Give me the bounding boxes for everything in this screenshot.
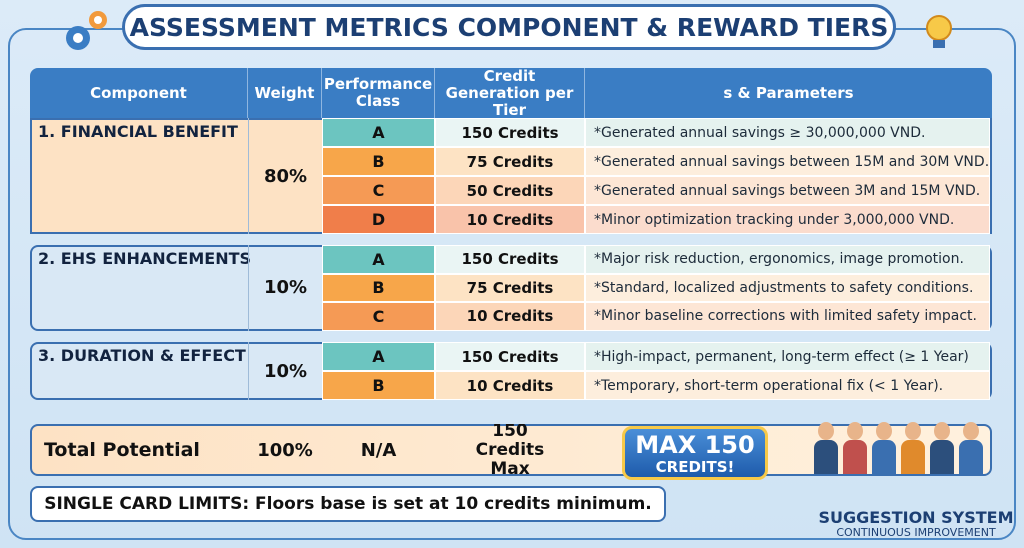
parameter-description: *Standard, localized adjustments to safe… [585, 273, 990, 302]
celebrating-people [810, 406, 990, 474]
component-name: 3. DURATION & EFFECT [38, 346, 246, 365]
credits: 150 Credits [435, 245, 585, 274]
parameter-description: *High-impact, permanent, long-term effec… [585, 342, 990, 371]
person-head [905, 422, 921, 440]
badge-line2: CREDITS! [655, 458, 735, 476]
credits: 150 Credits [435, 342, 585, 371]
person-body [872, 440, 896, 474]
credits: 50 Credits [435, 176, 585, 205]
total-weight: 100% [257, 439, 313, 461]
person-head [963, 422, 979, 440]
credits: 75 Credits [435, 273, 585, 302]
performance-class: A [322, 118, 435, 147]
performance-class: A [322, 245, 435, 274]
parameter-description: *Generated annual savings between 3M and… [585, 176, 990, 205]
performance-class: B [322, 371, 435, 400]
performance-class: C [322, 176, 435, 205]
person-head [876, 422, 892, 440]
total-credits: 150 Credits Max [475, 424, 545, 476]
performance-class: C [322, 302, 435, 331]
parameters-header: s & Parameters [723, 83, 854, 102]
person-head [818, 422, 834, 440]
component-name: 2. EHS ENHANCEMENTS [38, 249, 252, 268]
parameter-description: *Minor baseline corrections with limited… [585, 302, 990, 331]
header-row [30, 68, 992, 118]
title: ASSESSMENT METRICS COMPONENT & REWARD TI… [122, 4, 896, 50]
weight: 80% [248, 118, 322, 234]
component-name: 1. FINANCIAL BENEFIT [38, 122, 238, 141]
person-body [814, 440, 838, 474]
credits: 75 Credits [435, 147, 585, 176]
parameter-description: *Generated annual savings between 15M an… [585, 147, 990, 176]
performance-class: B [322, 273, 435, 302]
weight: 10% [248, 342, 322, 400]
brand: SUGGESTION SYSTEM [818, 508, 1014, 527]
total-class: N/A [360, 439, 397, 461]
class-header: Performance Class [322, 68, 435, 118]
person-head [934, 422, 950, 440]
credits: 10 Credits [435, 302, 585, 331]
parameter-description: *Temporary, short-term operational fix (… [585, 371, 990, 400]
max-badge: MAX 150 CREDITS! [622, 426, 768, 480]
parameter-description: *Major risk reduction, ergonomics, image… [585, 245, 990, 274]
weight: 10% [248, 245, 322, 331]
credits: 150 Credits [435, 118, 585, 147]
weight-header: Weight [248, 68, 322, 118]
person-head [847, 422, 863, 440]
tagline: CONTINUOUS IMPROVEMENT [836, 526, 996, 539]
bulb-icon [926, 15, 952, 48]
badge-line1: MAX 150 [635, 431, 755, 459]
performance-class: A [322, 342, 435, 371]
credits: 10 Credits [435, 205, 585, 234]
credits-header: Credit Generation per Tier [435, 68, 585, 118]
metrics-table: Component Weight Performance Class Credit G… [30, 68, 992, 480]
component-header: Component [30, 68, 248, 118]
gears-icon [66, 11, 107, 50]
person-body [930, 440, 954, 474]
parameter-description: *Minor optimization tracking under 3,000… [585, 205, 990, 234]
performance-class: D [322, 205, 435, 234]
footer-note: SINGLE CARD LIMITS: Floors base is set a… [30, 486, 666, 522]
person-body [959, 440, 983, 474]
credits: 10 Credits [435, 371, 585, 400]
parameter-description: *Generated annual savings ≥ 30,000,000 V… [585, 118, 990, 147]
person-body [843, 440, 867, 474]
total-label: Total Potential [44, 439, 200, 461]
person-body [901, 440, 925, 474]
performance-class: B [322, 147, 435, 176]
